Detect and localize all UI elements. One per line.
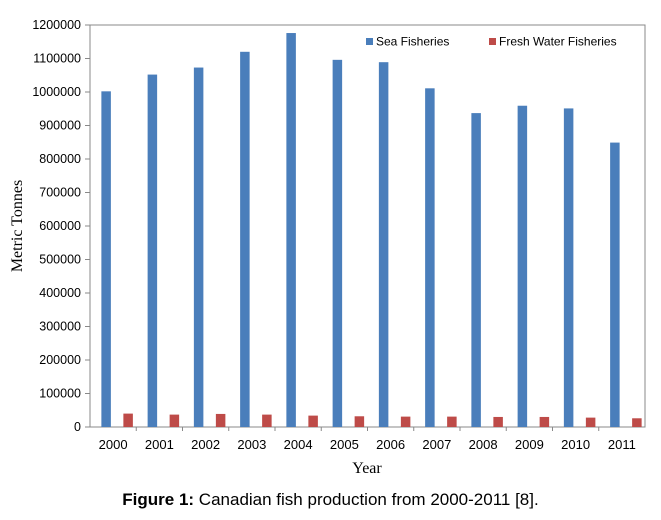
sea-fisheries-bar — [471, 113, 481, 427]
sea-fisheries-bar — [332, 59, 343, 428]
x-tick-label: 2005 — [330, 437, 359, 452]
sea-fisheries-bar — [610, 142, 620, 427]
fresh-water-fisheries-bar — [632, 418, 642, 427]
fresh-water-fisheries-bar — [539, 416, 550, 427]
x-tick-label: 2000 — [99, 437, 128, 452]
fresh-water-fisheries-bar — [585, 417, 596, 427]
bar-chart: 0 100000 200000 300000 400000 500000 600000 700… — [9, 18, 646, 477]
x-tick-label: 2009 — [515, 437, 544, 452]
x-tick-label: 2002 — [191, 437, 220, 452]
y-tick-label: 900000 — [39, 119, 81, 133]
sea-fisheries-bar — [563, 108, 574, 427]
figure-caption: Figure 1: Canadian fish production from … — [0, 490, 661, 510]
fresh-water-fisheries-bar — [308, 415, 318, 427]
plot-area — [89, 24, 646, 428]
y-tick-label: 1000000 — [32, 85, 81, 99]
sea-fisheries-bar — [286, 33, 296, 427]
sea-fisheries-bar — [240, 51, 250, 428]
fresh-water-fisheries-bar — [215, 413, 226, 427]
sea-fisheries-bar — [425, 88, 435, 427]
x-tick-label: 2010 — [561, 437, 590, 452]
y-tick-label: 400000 — [39, 286, 81, 300]
sea-fisheries-bar — [517, 105, 528, 428]
y-axis-label: Metric Tonnes — [9, 180, 26, 272]
sea-fisheries-bar — [193, 67, 204, 428]
legend: Sea Fisheries Fresh Water Fisheries — [366, 35, 617, 49]
x-tick-label: 2008 — [469, 437, 498, 452]
fresh-water-fisheries-bar — [354, 416, 365, 427]
y-tick-label: 600000 — [39, 219, 81, 233]
legend-label-sea: Sea Fisheries — [376, 35, 449, 49]
figure-caption-label: Figure 1: — [122, 490, 195, 509]
y-tick-label: 500000 — [39, 253, 81, 267]
x-tick-label: 2003 — [237, 437, 266, 452]
sea-fisheries-bar — [101, 91, 111, 427]
legend-swatch-sea — [366, 38, 373, 45]
fresh-water-fisheries-bar — [169, 414, 180, 427]
legend-label-fresh-water: Fresh Water Fisheries — [499, 35, 617, 49]
y-tick-label: 100000 — [39, 387, 81, 401]
bars — [101, 33, 642, 428]
fresh-water-fisheries-bar — [123, 413, 133, 427]
fresh-water-fisheries-bar — [262, 414, 272, 427]
x-tick-label: 2004 — [284, 437, 313, 452]
sea-fisheries-bar — [147, 74, 158, 427]
x-tick-label: 2011 — [608, 437, 636, 452]
x-axis: 2000 2001 2002 2003 2004 2005 2006 2007 2008 2009… — [99, 427, 636, 452]
figure-caption-text: Canadian fish production from 2000-2011 … — [194, 490, 539, 509]
sea-fisheries-bar — [378, 62, 389, 428]
fresh-water-fisheries-bar — [493, 416, 503, 427]
y-tick-label: 700000 — [39, 186, 81, 200]
x-tick-label: 2001 — [145, 437, 174, 452]
x-tick-label: 2007 — [422, 437, 451, 452]
fresh-water-fisheries-bar — [447, 416, 457, 427]
x-axis-label: Year — [352, 460, 382, 477]
y-axis: 0 100000 200000 300000 400000 500000 600000 700… — [32, 18, 90, 434]
y-tick-label: 1100000 — [33, 52, 81, 66]
y-tick-label: 200000 — [39, 353, 81, 367]
x-tick-label: 2006 — [376, 437, 405, 452]
y-tick-label: 800000 — [39, 152, 81, 166]
y-tick-label: 300000 — [39, 320, 81, 334]
y-tick-label: 0 — [74, 420, 81, 434]
legend-swatch-fresh-water — [489, 38, 496, 45]
y-tick-label: 1200000 — [32, 18, 81, 32]
fresh-water-fisheries-bar — [400, 416, 411, 427]
